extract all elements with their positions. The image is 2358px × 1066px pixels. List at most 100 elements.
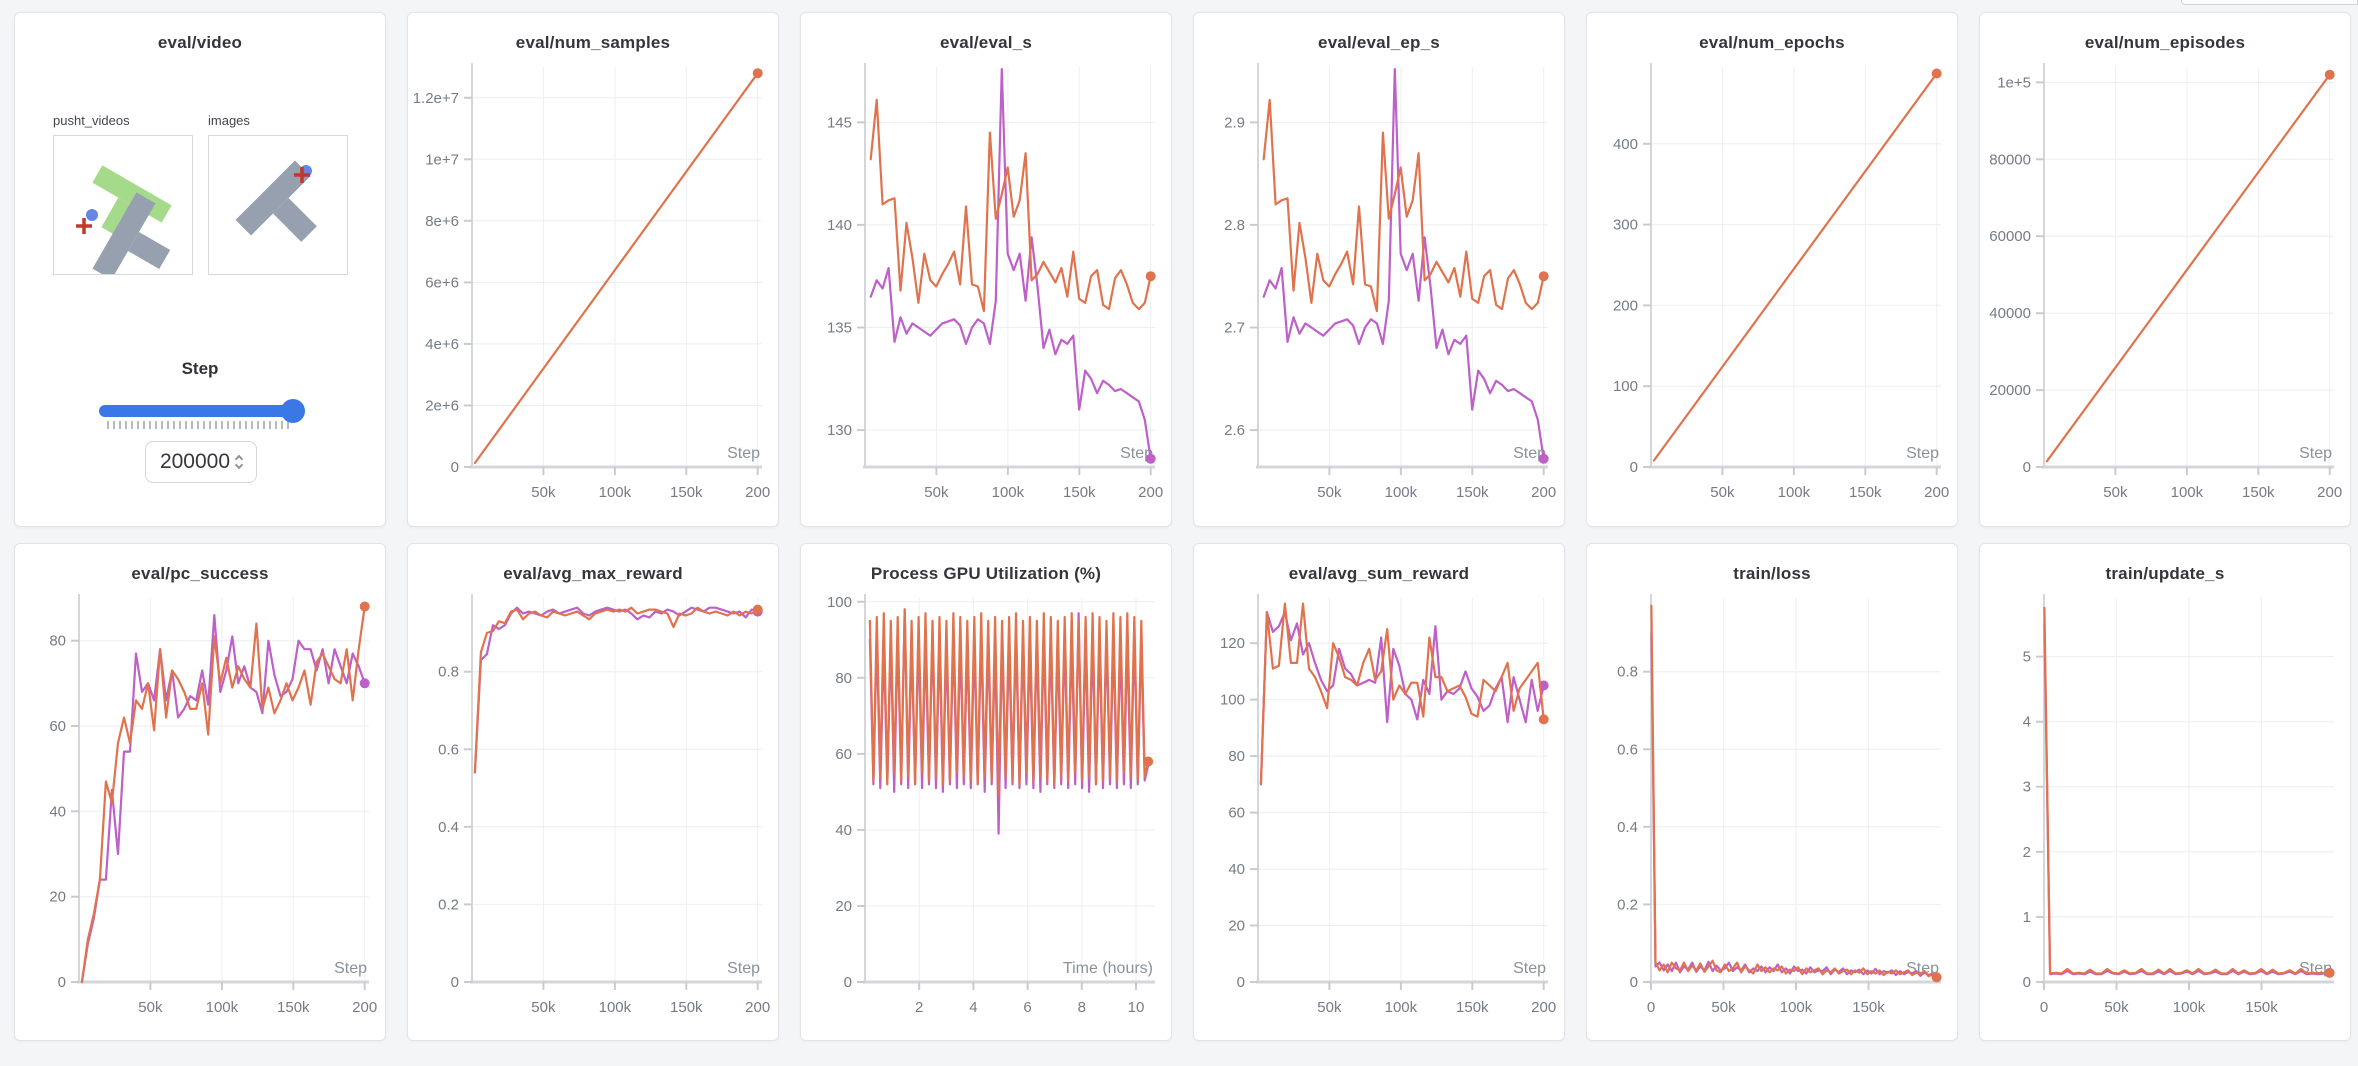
svg-text:200: 200	[745, 999, 770, 1016]
svg-text:10: 10	[1128, 999, 1145, 1016]
svg-text:1: 1	[2023, 909, 2031, 926]
svg-text:150k: 150k	[1852, 999, 1885, 1016]
svg-text:200: 200	[1531, 484, 1556, 501]
panel-eval-eval-ep-s: eval/eval_ep_s 50k 100k 150k 200 2.6 2.7 2.8 2.…	[1193, 12, 1565, 527]
svg-text:50k: 50k	[1317, 999, 1342, 1016]
slider-track[interactable]	[99, 399, 305, 423]
svg-text:0: 0	[2040, 999, 2048, 1016]
svg-text:100: 100	[827, 594, 852, 611]
svg-text:0: 0	[451, 459, 459, 476]
svg-text:Step: Step	[1513, 445, 1546, 462]
step-slider[interactable]	[99, 399, 305, 429]
panel-title: eval/num_samples	[515, 33, 671, 52]
chart-canvas[interactable]: 50k 100k 150k 200 0 20 40 60 80 100 120 Step	[1194, 590, 1564, 1036]
svg-text:0: 0	[1647, 999, 1655, 1016]
svg-text:100k: 100k	[599, 484, 632, 501]
chart-plot: 50k 100k 150k 200 0 20 40 60 80 Step	[49, 594, 377, 1016]
svg-text:150k: 150k	[1456, 484, 1489, 501]
svg-text:2.6: 2.6	[1224, 422, 1245, 439]
svg-text:80: 80	[835, 670, 852, 687]
media-box-images[interactable]	[208, 135, 348, 275]
svg-text:0.4: 0.4	[438, 819, 459, 836]
svg-text:2: 2	[915, 999, 923, 1016]
svg-text:80: 80	[1228, 748, 1245, 765]
svg-text:0.4: 0.4	[1617, 819, 1638, 836]
chart-canvas[interactable]: 50k 100k 150k 200 130 135 140 145 Step	[801, 59, 1171, 521]
chart-canvas[interactable]: 50k 100k 150k 200 0 0.2 0.4 0.6 0.8 Step	[408, 590, 778, 1036]
svg-text:0.2: 0.2	[1617, 896, 1638, 913]
svg-text:50k: 50k	[138, 999, 163, 1016]
svg-text:200: 200	[1531, 999, 1556, 1016]
svg-text:2e+6: 2e+6	[425, 398, 459, 415]
step-input[interactable]: 200000	[145, 441, 257, 483]
svg-text:2: 2	[2023, 844, 2031, 861]
panel-train-update-s: train/update_s 0 50k 100k 150k 0 1 2 3 4 5 Step	[1979, 543, 2351, 1041]
panel-eval-eval-s: eval/eval_s 50k 100k 150k 200 130 135 140 145 St…	[800, 12, 1172, 527]
svg-text:50k: 50k	[531, 484, 556, 501]
chart-canvas[interactable]: 50k 100k 150k 200 0 100 200 300 400 Step	[1587, 59, 1957, 521]
panel-eval-num-samples: eval/num_samples 50k 100k 150k 200 0 2e+6 4e+6…	[407, 12, 779, 527]
pusht-image-frame-icon	[235, 160, 317, 242]
media-label: images	[208, 113, 250, 128]
panel-title: eval/num_episodes	[2084, 33, 2246, 52]
svg-text:100k: 100k	[992, 484, 1025, 501]
panel-gpu-utilization: Process GPU Utilization (%) 2 4 6 8 10 0 20 40 6…	[800, 543, 1172, 1041]
svg-text:8: 8	[1078, 999, 1086, 1016]
chart-plot: 50k 100k 150k 200 0 20000 40000 60000 80000 1e+5 S…	[1989, 63, 2342, 501]
svg-text:50k: 50k	[2104, 999, 2129, 1016]
svg-text:4: 4	[969, 999, 977, 1016]
media-box-pusht-videos[interactable]	[53, 135, 193, 280]
svg-text:130: 130	[827, 422, 852, 439]
svg-text:0.6: 0.6	[438, 741, 459, 758]
chart-canvas[interactable]: 50k 100k 150k 200 0 2e+6 4e+6 6e+6 8e+6 1e+7 1.2e+…	[408, 59, 778, 521]
svg-text:Step: Step	[727, 445, 760, 462]
svg-text:100k: 100k	[2173, 999, 2206, 1016]
svg-text:4e+6: 4e+6	[425, 336, 459, 353]
media-row: pusht_videos images	[53, 113, 348, 280]
svg-text:60: 60	[835, 746, 852, 763]
svg-text:6: 6	[1023, 999, 1031, 1016]
svg-text:2.9: 2.9	[1224, 114, 1245, 131]
svg-text:200: 200	[1613, 297, 1638, 314]
chart-canvas[interactable]: 50k 100k 150k 200 2.6 2.7 2.8 2.9 Step	[1194, 59, 1564, 521]
panel-eval-pc-success: eval/pc_success 50k 100k 150k 200 0 20 40 60 80 S…	[14, 543, 386, 1041]
svg-text:4: 4	[2023, 714, 2031, 731]
chart-canvas[interactable]: 2 4 6 8 10 0 20 40 60 80 100 Time (hours)	[801, 590, 1171, 1036]
svg-text:135: 135	[827, 320, 852, 337]
svg-text:0.2: 0.2	[438, 896, 459, 913]
svg-text:20: 20	[1228, 918, 1245, 935]
svg-text:5: 5	[2023, 649, 2031, 666]
svg-text:0: 0	[2023, 459, 2031, 476]
svg-text:0: 0	[2023, 974, 2031, 991]
step-input-value[interactable]: 200000	[159, 450, 231, 473]
svg-text:0: 0	[1630, 459, 1638, 476]
svg-text:50k: 50k	[531, 999, 556, 1016]
svg-text:50k: 50k	[1711, 999, 1736, 1016]
svg-text:100k: 100k	[1385, 484, 1418, 501]
panel-eval-num-episodes: eval/num_episodes 50k 100k 150k 200 0 20000 40…	[1979, 12, 2351, 527]
panel-eval-num-epochs: eval/num_epochs 50k 100k 150k 200 0 100 200 300…	[1586, 12, 1958, 527]
chevron-down-icon[interactable]	[234, 460, 244, 470]
chart-plot: 50k 100k 150k 200 0 2e+6 4e+6 6e+6 8e+6 1e+7 1.2e+…	[413, 63, 770, 501]
chart-plot: 50k 100k 150k 200 2.6 2.7 2.8 2.9 Step	[1224, 63, 1556, 501]
panel-title: train/loss	[1733, 564, 1811, 583]
panel-eval-avg-max-reward: eval/avg_max_reward 50k 100k 150k 200 0 0.2 0.…	[407, 543, 779, 1041]
svg-text:60: 60	[49, 718, 66, 735]
panel-title: eval/video	[157, 33, 243, 52]
slider-thumb[interactable]	[281, 399, 305, 423]
svg-text:Time (hours): Time (hours)	[1063, 960, 1153, 977]
svg-text:100k: 100k	[1385, 999, 1418, 1016]
panel-title: eval/eval_s	[939, 33, 1032, 52]
media-item-pusht-videos: pusht_videos	[53, 113, 193, 280]
chart-plot: 50k 100k 150k 200 130 135 140 145 Step	[827, 63, 1163, 501]
chart-canvas[interactable]: 0 50k 100k 150k 0 0.2 0.4 0.6 0.8 Step	[1587, 590, 1957, 1036]
chart-canvas[interactable]: 50k 100k 150k 200 0 20 40 60 80 Step	[15, 590, 385, 1036]
chart-canvas[interactable]: 0 50k 100k 150k 0 1 2 3 4 5 Step	[1980, 590, 2350, 1036]
chart-canvas[interactable]: 50k 100k 150k 200 0 20000 40000 60000 80000 1e+5 S…	[1980, 59, 2350, 521]
stepper-icon[interactable]	[234, 454, 244, 470]
svg-text:0.8: 0.8	[1617, 664, 1638, 681]
panel-title: train/update_s	[2105, 564, 2225, 583]
